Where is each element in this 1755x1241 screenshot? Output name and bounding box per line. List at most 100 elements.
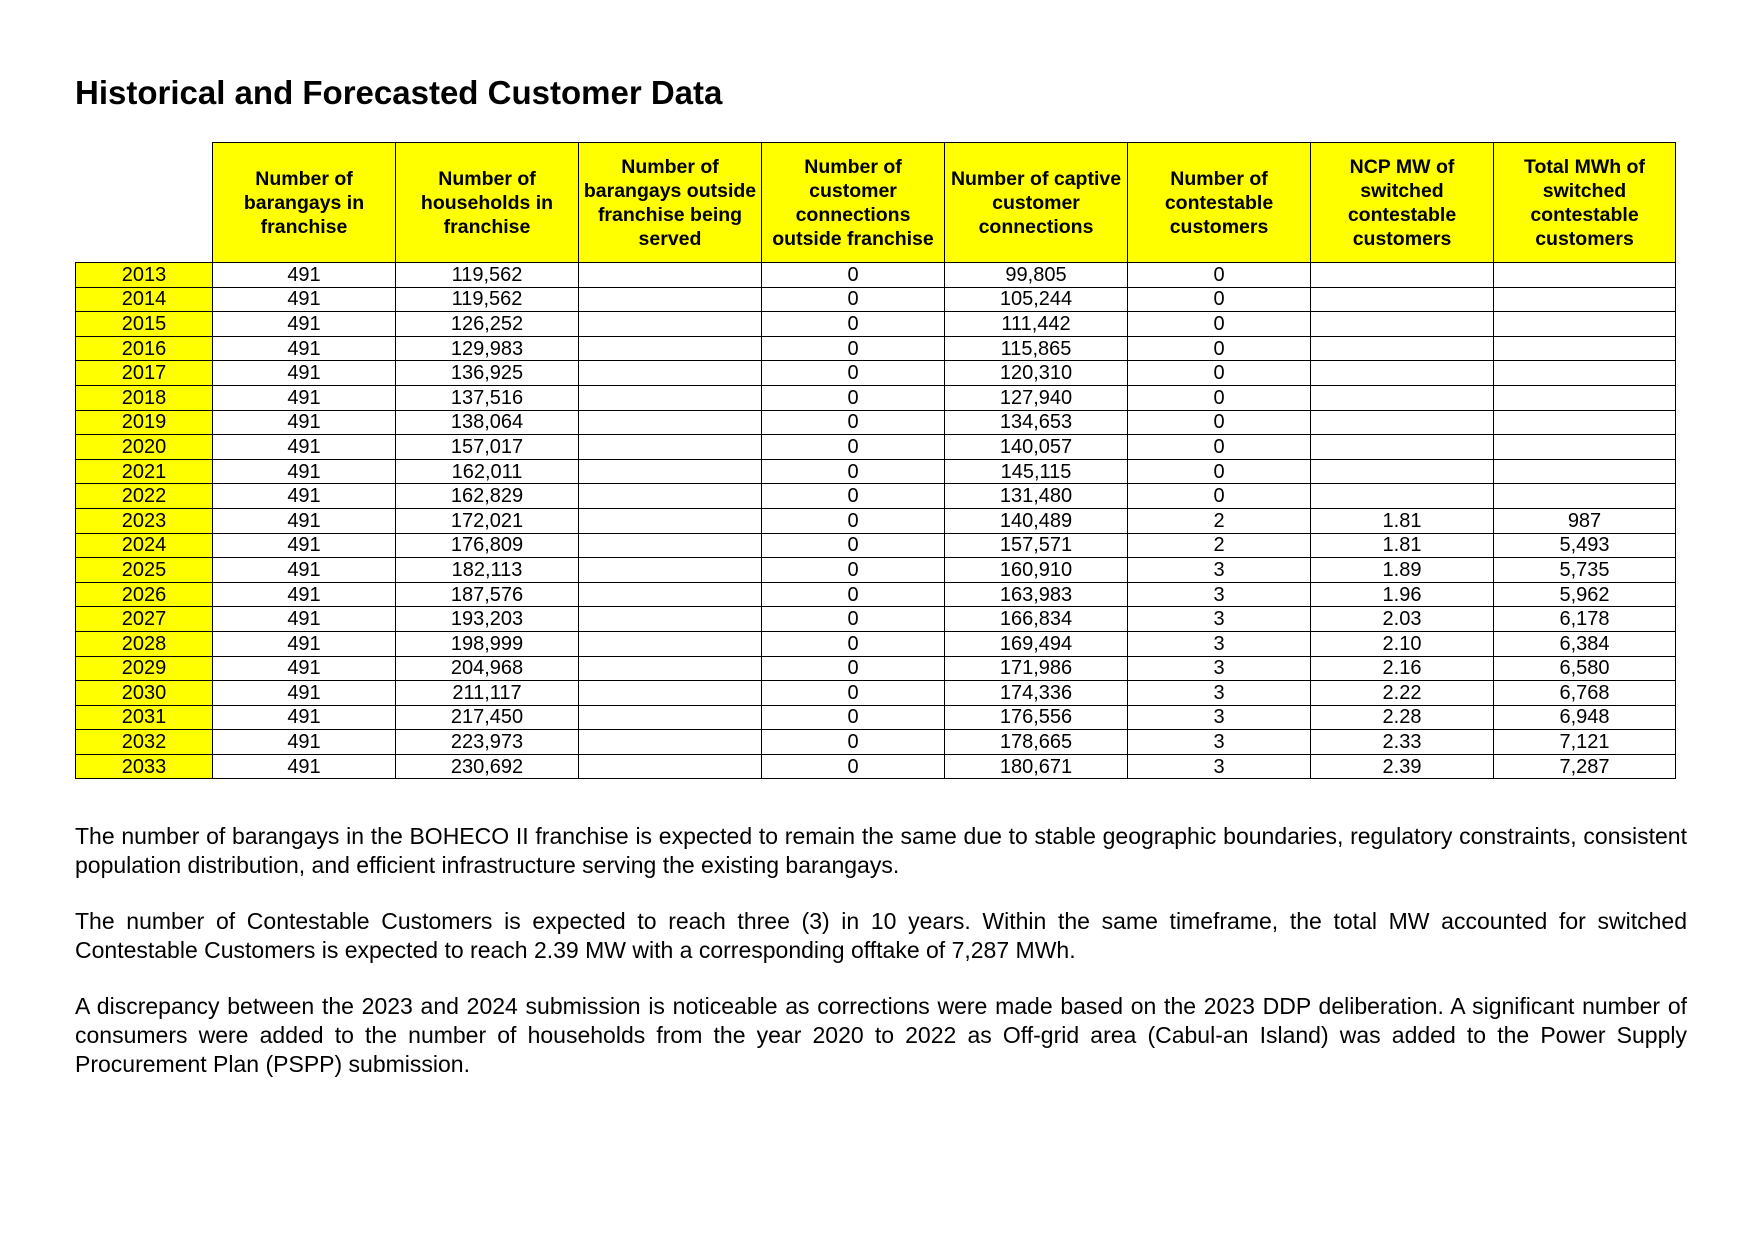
table-cell: 0 (761, 581, 945, 608)
table-cell: 176,809 (395, 532, 579, 559)
year-cell: 2025 (75, 557, 213, 583)
year-cell: 2031 (75, 704, 213, 731)
table-cell: 120,310 (944, 360, 1128, 386)
table-cell: 2 (1127, 532, 1311, 559)
year-cell: 2018 (75, 384, 213, 411)
table-cell: 2.28 (1310, 704, 1494, 731)
table-cell: 166,834 (944, 606, 1128, 632)
table-cell: 138,064 (395, 409, 579, 436)
table-cell: 1.81 (1310, 507, 1494, 534)
table-cell: 157,571 (944, 532, 1128, 559)
table-cell: 0 (761, 532, 945, 559)
year-cell: 2032 (75, 729, 213, 755)
table-cell: 0 (761, 286, 945, 313)
table-cell: 491 (212, 335, 396, 362)
table-cell (578, 532, 762, 559)
customer-data-table: Number of barangays in franchise Number … (75, 142, 1676, 780)
table-cell: 0 (1127, 286, 1311, 313)
table-cell: 0 (1127, 360, 1311, 386)
year-cell: 2016 (75, 335, 213, 362)
table-cell (1493, 262, 1676, 288)
table-row: 2033 491 230,692 0 180,671 3 2.39 7,287 (75, 753, 1676, 780)
table-cell: 204,968 (395, 655, 579, 682)
year-cell: 2022 (75, 483, 213, 509)
table-cell: 0 (761, 729, 945, 755)
column-header: Number of barangays outside franchise be… (578, 142, 762, 263)
table-cell: 491 (212, 507, 396, 534)
table-cell: 230,692 (395, 753, 579, 780)
table-cell (578, 286, 762, 313)
column-header: Total MWh of switched contestable custom… (1493, 142, 1676, 263)
year-cell: 2023 (75, 507, 213, 534)
table-cell: 182,113 (395, 557, 579, 583)
table-cell (1493, 483, 1676, 509)
table-cell: 0 (761, 409, 945, 436)
table-cell (578, 704, 762, 731)
table-cell: 491 (212, 680, 396, 706)
table-cell: 0 (761, 483, 945, 509)
table-cell: 180,671 (944, 753, 1128, 780)
table-cell: 0 (761, 606, 945, 632)
table-cell: 491 (212, 409, 396, 436)
table-row: 2027 491 193,203 0 166,834 3 2.03 6,178 (75, 606, 1676, 632)
table-cell (1493, 335, 1676, 362)
table-cell: 3 (1127, 655, 1311, 682)
table-cell: 129,983 (395, 335, 579, 362)
table-cell: 491 (212, 483, 396, 509)
year-cell: 2033 (75, 753, 213, 780)
column-header: Number of contestable customers (1127, 142, 1311, 263)
table-cell: 198,999 (395, 630, 579, 657)
table-cell: 2.10 (1310, 630, 1494, 657)
table-cell: 6,178 (1493, 606, 1676, 632)
table-cell: 1.89 (1310, 557, 1494, 583)
table-cell: 491 (212, 262, 396, 288)
table-cell: 0 (1127, 311, 1311, 337)
table-row: 2023 491 172,021 0 140,489 2 1.81 987 (75, 507, 1676, 534)
table-cell (578, 606, 762, 632)
table-cell: 0 (761, 630, 945, 657)
table-cell: 0 (1127, 262, 1311, 288)
table-cell (1493, 311, 1676, 337)
year-cell: 2029 (75, 655, 213, 682)
table-cell: 6,948 (1493, 704, 1676, 731)
table-cell (1310, 384, 1494, 411)
table-cell: 491 (212, 532, 396, 559)
table-cell (578, 581, 762, 608)
table-cell: 2.22 (1310, 680, 1494, 706)
table-cell: 0 (761, 262, 945, 288)
table-row: 2021 491 162,011 0 145,115 0 (75, 458, 1676, 485)
table-row: 2026 491 187,576 0 163,983 3 1.96 5,962 (75, 581, 1676, 608)
table-cell: 217,450 (395, 704, 579, 731)
table-row: 2029 491 204,968 0 171,986 3 2.16 6,580 (75, 655, 1676, 682)
table-cell: 111,442 (944, 311, 1128, 337)
table-cell: 3 (1127, 606, 1311, 632)
table-header-row: Number of barangays in franchise Number … (76, 142, 1676, 263)
table-cell: 0 (761, 704, 945, 731)
table-cell (578, 630, 762, 657)
table-cell: 2.03 (1310, 606, 1494, 632)
table-cell (1310, 458, 1494, 485)
table-cell (1493, 286, 1676, 313)
table-cell (1310, 409, 1494, 436)
table-corner-cell (76, 143, 213, 263)
year-cell: 2027 (75, 606, 213, 632)
year-cell: 2028 (75, 630, 213, 657)
table-cell: 491 (212, 729, 396, 755)
table-cell (1310, 434, 1494, 460)
table-cell: 491 (212, 753, 396, 780)
table-cell (1493, 434, 1676, 460)
table-cell (1310, 483, 1494, 509)
table-cell: 157,017 (395, 434, 579, 460)
year-cell: 2020 (75, 434, 213, 460)
year-cell: 2019 (75, 409, 213, 436)
table-cell: 0 (761, 434, 945, 460)
table-cell: 2 (1127, 507, 1311, 534)
year-cell: 2014 (75, 286, 213, 313)
table-row: 2020 491 157,017 0 140,057 0 (75, 434, 1676, 460)
table-cell: 491 (212, 630, 396, 657)
table-cell (578, 311, 762, 337)
table-cell (1493, 360, 1676, 386)
table-row: 2030 491 211,117 0 174,336 3 2.22 6,768 (75, 680, 1676, 706)
table-cell: 6,768 (1493, 680, 1676, 706)
table-cell: 2.33 (1310, 729, 1494, 755)
